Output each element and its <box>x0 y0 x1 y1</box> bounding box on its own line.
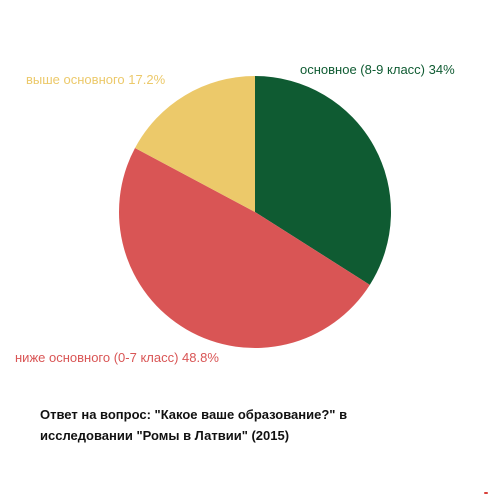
caption-line-1: Ответ на вопрос: "Какое ваше образование… <box>40 407 348 422</box>
pie-slice <box>135 76 255 212</box>
caption-line-2: исследовании "Ромы в Латвии" (2015) <box>40 428 290 443</box>
pie-slice <box>118 147 370 349</box>
pie-labels: основное (8-9 класс) 34% ниже основного (… <box>15 62 455 365</box>
watermark-badge <box>484 492 488 494</box>
pie-slices <box>118 76 391 349</box>
chart-caption: Ответ на вопрос: "Какое ваше образование… <box>40 404 440 446</box>
slice-label: основное (8-9 класс) 34% <box>300 62 455 77</box>
pie-slice <box>255 76 391 285</box>
slice-label: ниже основного (0-7 класс) 48.8% <box>15 350 219 365</box>
watermark-logo <box>481 492 488 494</box>
slice-label: выше основного 17.2% <box>26 72 166 87</box>
